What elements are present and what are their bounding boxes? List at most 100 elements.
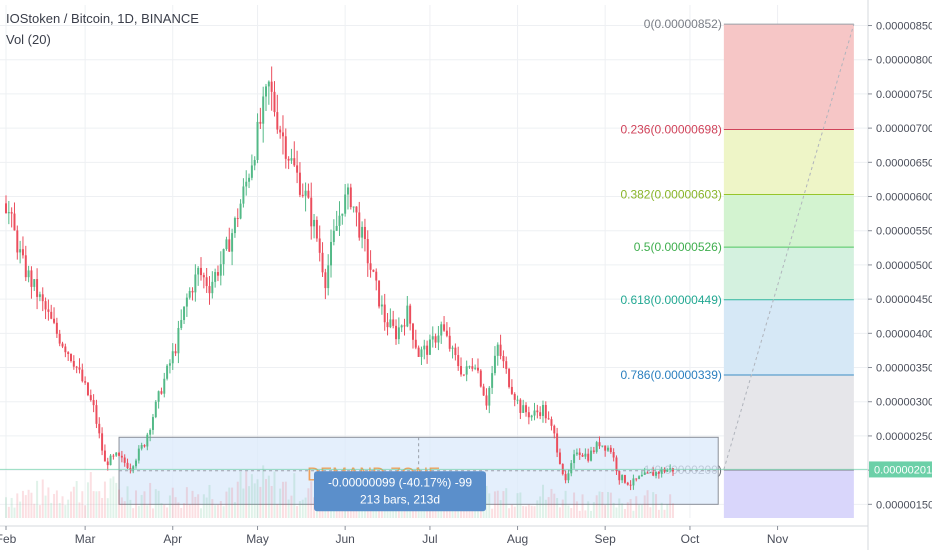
candle-body — [609, 447, 612, 452]
volume-bar — [516, 493, 519, 518]
candle-body — [132, 466, 135, 470]
candle-body — [307, 190, 310, 198]
volume-bar — [281, 481, 284, 518]
candle-body — [242, 186, 245, 204]
candle-body — [626, 482, 629, 485]
volume-bar — [510, 504, 513, 518]
candle-body — [166, 365, 169, 379]
candle-body — [81, 369, 84, 382]
fib-level-label: 0.5(0.00000526) — [634, 240, 722, 254]
time-axis-label: May — [246, 532, 269, 546]
fib-band — [723, 247, 854, 300]
volume-bar — [248, 486, 251, 518]
fib-trend-line[interactable] — [723, 24, 855, 470]
current-price-tag[interactable] — [869, 461, 932, 478]
volume-bar — [183, 503, 186, 518]
volume-bar — [194, 496, 197, 518]
candle-body — [434, 336, 437, 343]
volume-bar — [118, 489, 121, 518]
volume-bar — [157, 490, 160, 518]
volume-bar — [513, 506, 516, 518]
volume-bar — [256, 479, 259, 518]
candle-body — [194, 274, 197, 293]
volume-bar — [660, 502, 663, 518]
volume-bar — [502, 491, 505, 518]
candle-body — [598, 442, 601, 447]
candle-body — [47, 309, 50, 312]
volume-bar — [47, 487, 50, 518]
candle-body — [519, 399, 522, 413]
candle-body — [67, 352, 70, 355]
time-axis-label: Oct — [681, 532, 700, 546]
measure-info-box[interactable] — [314, 471, 486, 512]
volume-bar — [575, 501, 578, 518]
volume-bar — [330, 507, 333, 518]
candle-body — [451, 347, 454, 349]
candle-body — [621, 475, 624, 481]
candle-body — [335, 225, 338, 231]
volume-bar — [672, 503, 674, 518]
volume-bar — [166, 507, 169, 518]
candle-body — [657, 472, 660, 474]
volume-bar — [434, 510, 437, 518]
volume-bar — [344, 506, 347, 518]
candle-body — [327, 265, 330, 289]
candle-body — [296, 165, 299, 173]
candle-body — [363, 226, 366, 240]
candle-body — [293, 158, 296, 166]
volume-bar — [536, 500, 539, 518]
candle-body — [505, 361, 508, 369]
candle-body — [474, 367, 477, 369]
volume-bar — [245, 471, 248, 518]
volume-bar — [590, 510, 593, 518]
candle-body — [482, 386, 485, 396]
candle-body — [423, 345, 426, 350]
volume-bar — [632, 510, 635, 518]
candle-body — [595, 442, 598, 452]
candle-body — [180, 320, 183, 329]
candle-body — [279, 129, 282, 133]
candle-body — [471, 366, 474, 369]
volume-bar — [496, 490, 499, 518]
volume-bar — [30, 492, 33, 518]
candle-body — [615, 457, 618, 472]
candle-body — [27, 270, 30, 278]
time-axis-label: Apr — [163, 532, 182, 546]
volume-bar — [270, 485, 273, 518]
price-axis-label: 0.00000700 — [876, 123, 932, 135]
candle-body — [352, 206, 355, 208]
candle-body — [592, 450, 595, 452]
volume-bar — [10, 497, 13, 518]
candle-body — [19, 249, 22, 253]
candle-body — [547, 418, 550, 420]
volume-bar — [635, 496, 638, 518]
time-axis-label: Nov — [767, 532, 788, 546]
candle-body — [205, 277, 208, 287]
fib-band — [723, 129, 854, 195]
volume-bar — [318, 505, 321, 518]
candle-body — [338, 215, 341, 226]
candle-body — [460, 366, 463, 375]
volume-bar — [197, 494, 200, 518]
candle-body — [527, 412, 530, 418]
candle-body — [301, 194, 304, 196]
candle-body — [228, 239, 231, 252]
candle-body — [259, 121, 262, 124]
candle-body — [61, 343, 64, 347]
volume-bar — [623, 508, 626, 518]
candle-body — [13, 213, 16, 231]
candle-body — [64, 346, 67, 353]
volume-bar — [205, 497, 208, 518]
volume-bar — [200, 508, 202, 518]
volume-bar — [208, 484, 211, 518]
candle-body — [146, 434, 149, 447]
time-axis-label: Aug — [507, 532, 528, 546]
candle-body — [346, 187, 349, 195]
candle-body — [225, 239, 228, 250]
volume-bar — [561, 499, 564, 518]
candle-body — [177, 328, 180, 354]
volume-bar — [649, 507, 652, 518]
volume-bar — [604, 505, 607, 518]
